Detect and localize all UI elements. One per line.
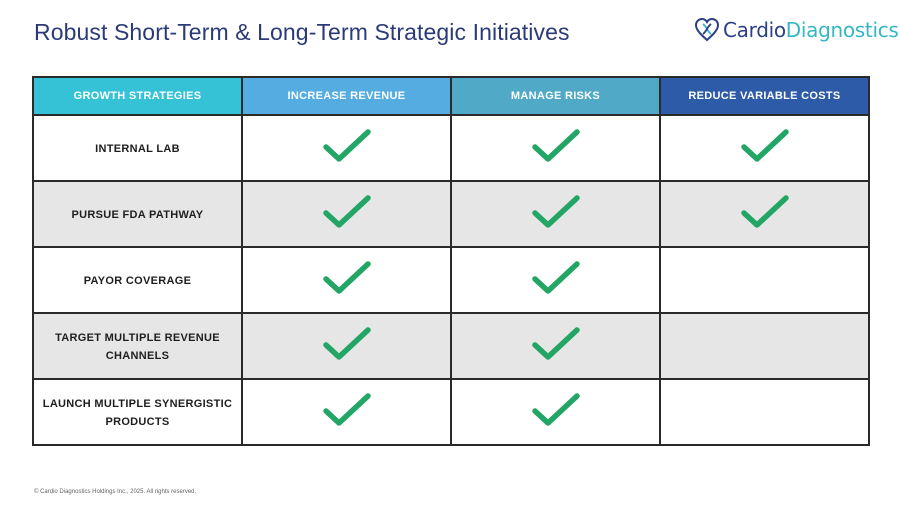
table-row: TARGET MULTIPLE REVENUE CHANNELS [32,312,870,380]
check-cell [450,312,661,380]
check-cell [450,246,661,314]
row-label: INTERNAL LAB [95,143,180,155]
check-cell [659,246,870,314]
header-reduce-variable-costs: REDUCE VARIABLE COSTS [659,76,870,116]
checkmark-icon [322,127,372,170]
check-cell [450,114,661,182]
table-header-row: GROWTH STRATEGIES INCREASE REVENUE MANAG… [32,76,870,116]
logo-wordmark: CardioDiagnostics [723,18,899,42]
company-logo: CardioDiagnostics [694,17,899,43]
checkmark-icon [531,325,581,368]
check-cell [241,180,452,248]
logo-text-cardio: Cardio [723,18,786,42]
header-growth-strategies: GROWTH STRATEGIES [32,76,243,116]
check-cell [450,378,661,446]
check-cell [450,180,661,248]
row-label: LAUNCH MULTIPLE SYNERGISTIC PRODUCTS [42,398,233,428]
row-label: TARGET MULTIPLE REVENUE CHANNELS [55,332,220,362]
checkmark-icon [531,391,581,434]
row-label-cell: INTERNAL LAB [32,114,243,182]
check-cell [659,114,870,182]
checkmark-icon [740,193,790,236]
check-cell [241,114,452,182]
slide-title: Robust Short-Term & Long-Term Strategic … [34,19,570,45]
logo-text-diagnostics: Diagnostics [785,18,899,42]
checkmark-icon [322,259,372,302]
check-cell [241,378,452,446]
checkmark-icon [322,391,372,434]
check-cell [659,312,870,380]
row-label-cell: PURSUE FDA PATHWAY [32,180,243,248]
table-row: PURSUE FDA PATHWAY [32,180,870,248]
check-cell [659,180,870,248]
heart-dna-icon [694,17,720,42]
header-increase-revenue: INCREASE REVENUE [241,76,452,116]
row-label-cell: TARGET MULTIPLE REVENUE CHANNELS [32,312,243,380]
row-label: PURSUE FDA PATHWAY [71,209,204,221]
strategy-table: GROWTH STRATEGIES INCREASE REVENUE MANAG… [32,76,870,446]
header-manage-risks: MANAGE RISKS [450,76,661,116]
table-row: INTERNAL LAB [32,114,870,182]
checkmark-icon [322,193,372,236]
copyright-footer: © Cardio Diagnostics Holdings Inc., 2025… [34,489,197,495]
checkmark-icon [531,193,581,236]
checkmark-icon [322,325,372,368]
row-label: PAYOR COVERAGE [83,275,192,287]
checkmark-icon [531,259,581,302]
check-cell [241,246,452,314]
table-row: PAYOR COVERAGE [32,246,870,314]
table-row: LAUNCH MULTIPLE SYNERGISTIC PRODUCTS [32,378,870,446]
checkmark-icon [531,127,581,170]
check-cell [659,378,870,446]
row-label-cell: PAYOR COVERAGE [32,246,243,314]
checkmark-icon [740,127,790,170]
check-cell [241,312,452,380]
row-label-cell: LAUNCH MULTIPLE SYNERGISTIC PRODUCTS [32,378,243,446]
